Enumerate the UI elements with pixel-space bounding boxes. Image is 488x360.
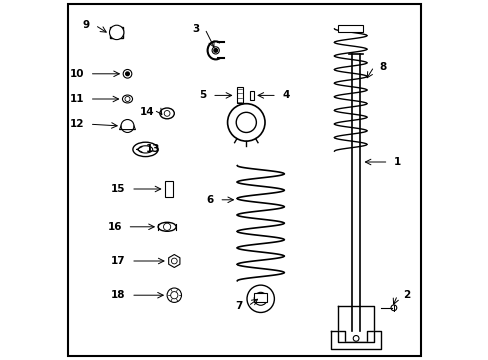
- Text: 9: 9: [82, 20, 89, 30]
- FancyBboxPatch shape: [249, 91, 253, 100]
- Circle shape: [164, 111, 170, 116]
- Text: 2: 2: [402, 290, 409, 300]
- Circle shape: [171, 258, 177, 264]
- Bar: [164, 181, 173, 197]
- Circle shape: [390, 305, 396, 311]
- Circle shape: [213, 49, 217, 52]
- Polygon shape: [330, 331, 381, 349]
- Circle shape: [170, 292, 178, 299]
- Circle shape: [125, 72, 129, 76]
- Text: 8: 8: [379, 62, 386, 72]
- Text: 5: 5: [199, 90, 206, 100]
- Circle shape: [109, 25, 123, 40]
- Text: 15: 15: [111, 184, 125, 194]
- Circle shape: [352, 336, 358, 341]
- Circle shape: [125, 96, 130, 102]
- Text: 12: 12: [70, 119, 84, 129]
- Circle shape: [246, 285, 274, 312]
- Text: 18: 18: [111, 290, 125, 300]
- Ellipse shape: [122, 95, 132, 103]
- Circle shape: [121, 120, 134, 132]
- Text: 13: 13: [145, 144, 160, 154]
- Text: 11: 11: [70, 94, 84, 104]
- Text: 6: 6: [206, 195, 213, 205]
- Ellipse shape: [138, 146, 152, 153]
- Polygon shape: [168, 255, 180, 267]
- Bar: [337, 25, 363, 32]
- Text: 1: 1: [393, 157, 400, 167]
- Text: 14: 14: [140, 107, 154, 117]
- Circle shape: [123, 69, 132, 78]
- Circle shape: [227, 104, 264, 141]
- Text: 16: 16: [107, 222, 122, 232]
- Text: 3: 3: [192, 24, 199, 34]
- Circle shape: [254, 292, 266, 305]
- Circle shape: [167, 288, 181, 302]
- Circle shape: [236, 112, 256, 132]
- Text: 7: 7: [235, 301, 242, 311]
- Text: 4: 4: [282, 90, 289, 100]
- Bar: [237, 87, 242, 103]
- Circle shape: [163, 223, 170, 230]
- Ellipse shape: [160, 108, 174, 119]
- Ellipse shape: [133, 142, 158, 157]
- Text: 10: 10: [70, 69, 84, 79]
- Circle shape: [212, 47, 219, 54]
- Ellipse shape: [158, 222, 176, 231]
- Bar: [110, 27, 123, 38]
- Bar: [254, 293, 266, 302]
- Text: 17: 17: [111, 256, 125, 266]
